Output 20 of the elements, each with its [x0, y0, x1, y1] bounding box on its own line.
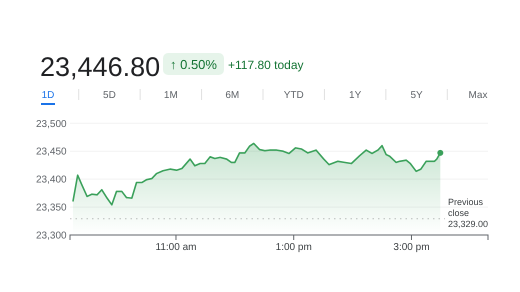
text: 6M	[225, 90, 240, 101]
text: 1M	[164, 90, 178, 101]
x-tick-label: 1:00 pm	[276, 242, 312, 254]
text: +117.80 today	[228, 58, 304, 72]
y-tick-label: 23,300	[36, 230, 68, 242]
text: Max	[468, 90, 488, 101]
text: 1D	[42, 90, 54, 101]
y-tick-label: 23,450	[36, 146, 68, 158]
y-tick-label: 23,500	[36, 118, 68, 130]
text: YTD	[284, 90, 304, 101]
text: 23,446.80	[40, 52, 160, 82]
y-tick-label: 23,400	[36, 174, 68, 186]
x-tick-label: 3:00 pm	[393, 242, 430, 254]
text: ↑ 0.50%	[170, 57, 218, 72]
text: 1Y	[349, 90, 362, 101]
text: 5D	[103, 90, 116, 101]
x-tick-label: 11:00 am	[155, 242, 196, 254]
text: 5Y	[410, 90, 424, 101]
ref-line-label: Previous close 23,329.00	[448, 196, 488, 229]
y-tick-label: 23,350	[36, 202, 68, 214]
